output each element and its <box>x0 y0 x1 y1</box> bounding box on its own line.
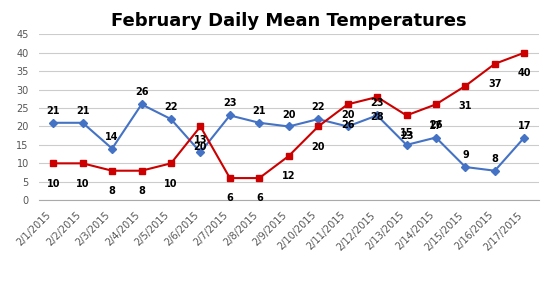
Anchorage Alaska <box>462 84 469 88</box>
Text: 6: 6 <box>227 193 233 203</box>
Text: 20: 20 <box>341 110 354 120</box>
Boston - Logan <box>285 125 292 128</box>
Text: 23: 23 <box>223 98 236 108</box>
Text: 17: 17 <box>429 121 443 131</box>
Text: 8: 8 <box>138 186 145 196</box>
Boston - Logan <box>256 121 262 124</box>
Anchorage Alaska <box>315 125 322 128</box>
Anchorage Alaska <box>403 114 410 117</box>
Text: 26: 26 <box>135 88 148 98</box>
Title: February Daily Mean Temperatures: February Daily Mean Temperatures <box>111 12 466 30</box>
Boston - Logan <box>197 150 204 154</box>
Text: 40: 40 <box>518 68 531 78</box>
Anchorage Alaska <box>79 162 86 165</box>
Boston - Logan <box>109 147 116 150</box>
Text: 8: 8 <box>109 186 116 196</box>
Anchorage Alaska <box>521 51 527 54</box>
Text: 10: 10 <box>46 179 60 188</box>
Anchorage Alaska <box>197 125 204 128</box>
Boston - Logan <box>403 143 410 147</box>
Text: 6: 6 <box>256 193 263 203</box>
Text: 9: 9 <box>462 150 469 160</box>
Text: 20: 20 <box>194 142 207 152</box>
Text: 12: 12 <box>282 171 295 181</box>
Text: 26: 26 <box>429 120 443 130</box>
Text: 13: 13 <box>194 135 207 145</box>
Anchorage Alaska <box>433 103 439 106</box>
Text: 22: 22 <box>311 102 325 112</box>
Text: 21: 21 <box>76 106 90 116</box>
Boston - Logan <box>227 114 233 117</box>
Anchorage Alaska <box>256 176 262 180</box>
Text: 26: 26 <box>341 120 354 130</box>
Text: 21: 21 <box>252 106 266 116</box>
Anchorage Alaska <box>109 169 116 172</box>
Anchorage Alaska <box>50 162 57 165</box>
Anchorage Alaska <box>138 169 145 172</box>
Text: 20: 20 <box>311 142 325 152</box>
Boston - Logan <box>138 103 145 106</box>
Text: 31: 31 <box>459 101 472 111</box>
Boston - Logan <box>374 114 381 117</box>
Boston - Logan <box>521 136 527 139</box>
Text: 28: 28 <box>370 112 384 122</box>
Boston - Logan <box>50 121 57 124</box>
Line: Boston - Logan: Boston - Logan <box>50 101 527 174</box>
Boston - Logan <box>168 117 174 121</box>
Anchorage Alaska <box>374 95 381 99</box>
Text: 14: 14 <box>106 132 119 142</box>
Boston - Logan <box>492 169 498 172</box>
Boston - Logan <box>462 165 469 169</box>
Boston - Logan <box>79 121 86 124</box>
Text: 17: 17 <box>518 121 531 131</box>
Text: 10: 10 <box>76 179 90 188</box>
Line: Anchorage Alaska: Anchorage Alaska <box>50 50 527 181</box>
Boston - Logan <box>344 125 351 128</box>
Boston - Logan <box>315 117 322 121</box>
Anchorage Alaska <box>227 176 233 180</box>
Text: 23: 23 <box>400 131 413 141</box>
Anchorage Alaska <box>168 162 174 165</box>
Anchorage Alaska <box>492 62 498 65</box>
Text: 20: 20 <box>282 110 295 120</box>
Boston - Logan <box>433 136 439 139</box>
Text: 22: 22 <box>164 102 178 112</box>
Text: 23: 23 <box>370 98 384 108</box>
Text: 10: 10 <box>164 179 178 188</box>
Text: 37: 37 <box>488 79 502 89</box>
Text: 8: 8 <box>491 154 498 164</box>
Text: 21: 21 <box>46 106 60 116</box>
Text: 15: 15 <box>400 128 413 138</box>
Anchorage Alaska <box>285 154 292 158</box>
Anchorage Alaska <box>344 103 351 106</box>
